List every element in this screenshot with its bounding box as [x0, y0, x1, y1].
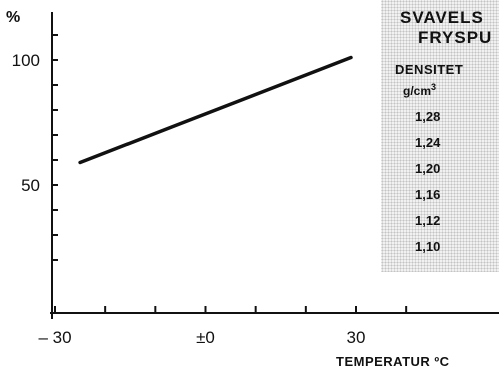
- axes: [50, 12, 499, 319]
- x-axis-label: TEMPERATUR ºC: [336, 354, 450, 369]
- series-line: [78, 55, 353, 165]
- density-value: 1,10: [415, 239, 441, 254]
- density-header: DENSITET: [395, 62, 464, 77]
- density-value: 1,20: [415, 161, 441, 176]
- x-tick-label: ±0: [196, 328, 215, 347]
- density-value: 1,28: [415, 109, 441, 124]
- y-tick-label: 100: [12, 51, 40, 70]
- density-value: 1,16: [415, 187, 441, 202]
- density-list: 1,28 1,24 1,20 1,16 1,12 1,10: [415, 104, 440, 260]
- density-unit-text: g/cm: [403, 84, 432, 98]
- density-value: 1,24: [415, 135, 441, 150]
- series: [78, 55, 353, 165]
- x-tick-label: – 30: [38, 328, 71, 347]
- ticks: [52, 34, 408, 313]
- y-tick-label: 50: [21, 176, 40, 195]
- density-unit: g/cm3: [403, 82, 436, 98]
- legend-panel: [381, 0, 499, 272]
- x-tick-label: 30: [347, 328, 366, 347]
- density-value: 1,12: [415, 213, 441, 228]
- panel-title-line-2: FRYSPU: [418, 28, 493, 47]
- density-unit-exponent: 3: [431, 82, 437, 92]
- panel-title-line-1: SVAVELS: [400, 8, 484, 27]
- y-axis-label: %: [6, 9, 20, 26]
- tick-labels: – 30 ±0 30 100 50: [12, 51, 366, 347]
